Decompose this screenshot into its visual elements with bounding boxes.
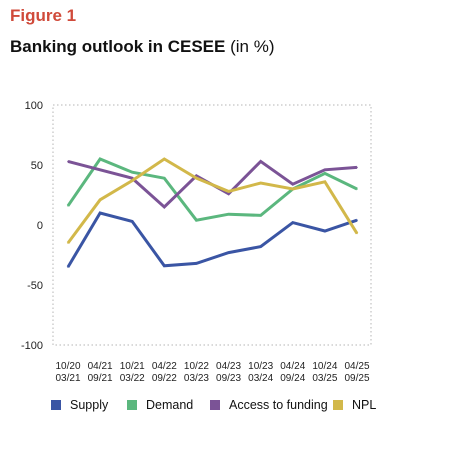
data-point-supply — [163, 265, 166, 267]
x-tick-label: 03/25 — [312, 373, 337, 384]
series-line-demand — [66, 157, 358, 222]
data-point-supply — [131, 220, 134, 223]
data-point-supply — [291, 221, 294, 224]
data-point-access-to-funding — [67, 160, 69, 163]
y-tick-label: 50 — [31, 160, 43, 172]
y-tick-label: 0 — [37, 220, 43, 232]
data-point-supply — [227, 251, 230, 254]
chart-title-text: Banking outlook in CESEE — [10, 37, 226, 56]
legend-swatch-supply — [51, 400, 61, 410]
y-tick-label: 100 — [25, 100, 43, 112]
legend-label-demand: Demand — [146, 398, 194, 412]
series-line-supply — [66, 211, 358, 268]
x-tick-label: 04/23 — [216, 361, 241, 372]
data-point-npl — [324, 181, 326, 183]
x-tick-label: 03/24 — [248, 373, 273, 384]
legend-item-access-to-funding: Access to funding — [210, 398, 328, 412]
x-tick-label: 03/23 — [184, 373, 209, 384]
data-point-demand — [227, 213, 230, 215]
legend: Supply Demand Access to funding NPL — [0, 398, 450, 420]
data-point-demand — [259, 214, 262, 217]
legend-label-npl: NPL — [352, 398, 377, 412]
data-point-supply — [356, 219, 358, 221]
chart-title-unit: (in %) — [230, 37, 275, 56]
legend-label-supply: Supply — [70, 398, 109, 412]
data-point-demand — [195, 219, 198, 221]
x-tick-label: 10/20 — [55, 361, 80, 372]
legend-item-demand: Demand — [127, 398, 193, 412]
x-tick-label: 04/21 — [88, 361, 113, 372]
data-point-npl — [195, 177, 198, 179]
data-point-supply — [99, 212, 101, 214]
legend-item-supply: Supply — [51, 398, 108, 412]
x-tick-label: 10/24 — [312, 361, 337, 372]
data-point-npl — [259, 182, 262, 184]
data-point-npl — [356, 232, 358, 235]
plot-frame — [52, 104, 372, 346]
data-point-access-to-funding — [324, 169, 326, 171]
data-point-npl — [131, 179, 134, 182]
x-tick-label: 09/24 — [280, 373, 305, 384]
x-tick-label: 04/22 — [152, 361, 177, 372]
x-tick-label: 04/24 — [280, 361, 305, 372]
data-point-npl — [227, 190, 230, 193]
data-point-demand — [99, 158, 101, 160]
data-point-npl — [163, 158, 166, 160]
x-tick-label: 09/22 — [152, 373, 177, 384]
y-tick-label: -50 — [27, 280, 43, 292]
x-tick-label: 04/25 — [344, 361, 369, 372]
legend-item-npl: NPL — [333, 398, 376, 412]
data-point-demand — [163, 177, 166, 179]
legend-label-access-to-funding: Access to funding — [229, 398, 328, 412]
x-tick-label: 03/21 — [55, 373, 80, 384]
data-point-access-to-funding — [227, 193, 230, 195]
x-tick-label: 03/22 — [120, 373, 145, 384]
data-point-npl — [67, 242, 69, 244]
legend-swatch-npl — [333, 400, 343, 410]
legend-swatch-demand — [127, 400, 137, 410]
data-point-access-to-funding — [195, 175, 198, 177]
data-point-supply — [259, 245, 262, 248]
data-point-access-to-funding — [259, 160, 262, 163]
x-tick-label: 10/22 — [184, 361, 209, 372]
data-point-npl — [99, 199, 101, 201]
y-tick-label: -100 — [21, 340, 43, 352]
data-point-access-to-funding — [99, 169, 101, 171]
data-point-access-to-funding — [163, 206, 166, 208]
data-point-demand — [324, 172, 326, 175]
data-point-demand — [131, 171, 134, 173]
figure-label: Figure 1 — [10, 6, 77, 25]
x-tick-label: 09/25 — [344, 373, 369, 384]
data-point-access-to-funding — [291, 183, 294, 185]
data-point-demand — [356, 188, 358, 190]
series-line-npl — [66, 157, 359, 244]
legend-swatch-access-to-funding — [210, 400, 220, 410]
data-point-supply — [195, 262, 198, 265]
x-tick-label: 09/21 — [88, 373, 113, 384]
data-point-supply — [67, 266, 69, 268]
data-point-access-to-funding — [356, 166, 358, 169]
data-point-npl — [291, 188, 294, 190]
chart-title: Banking outlook in CESEE (in %) — [10, 37, 275, 57]
x-tick-label: 09/23 — [216, 373, 241, 384]
x-tick-label: 10/21 — [120, 361, 145, 372]
x-tick-label: 10/23 — [248, 361, 273, 372]
data-point-supply — [324, 230, 326, 232]
data-point-demand — [67, 205, 69, 207]
